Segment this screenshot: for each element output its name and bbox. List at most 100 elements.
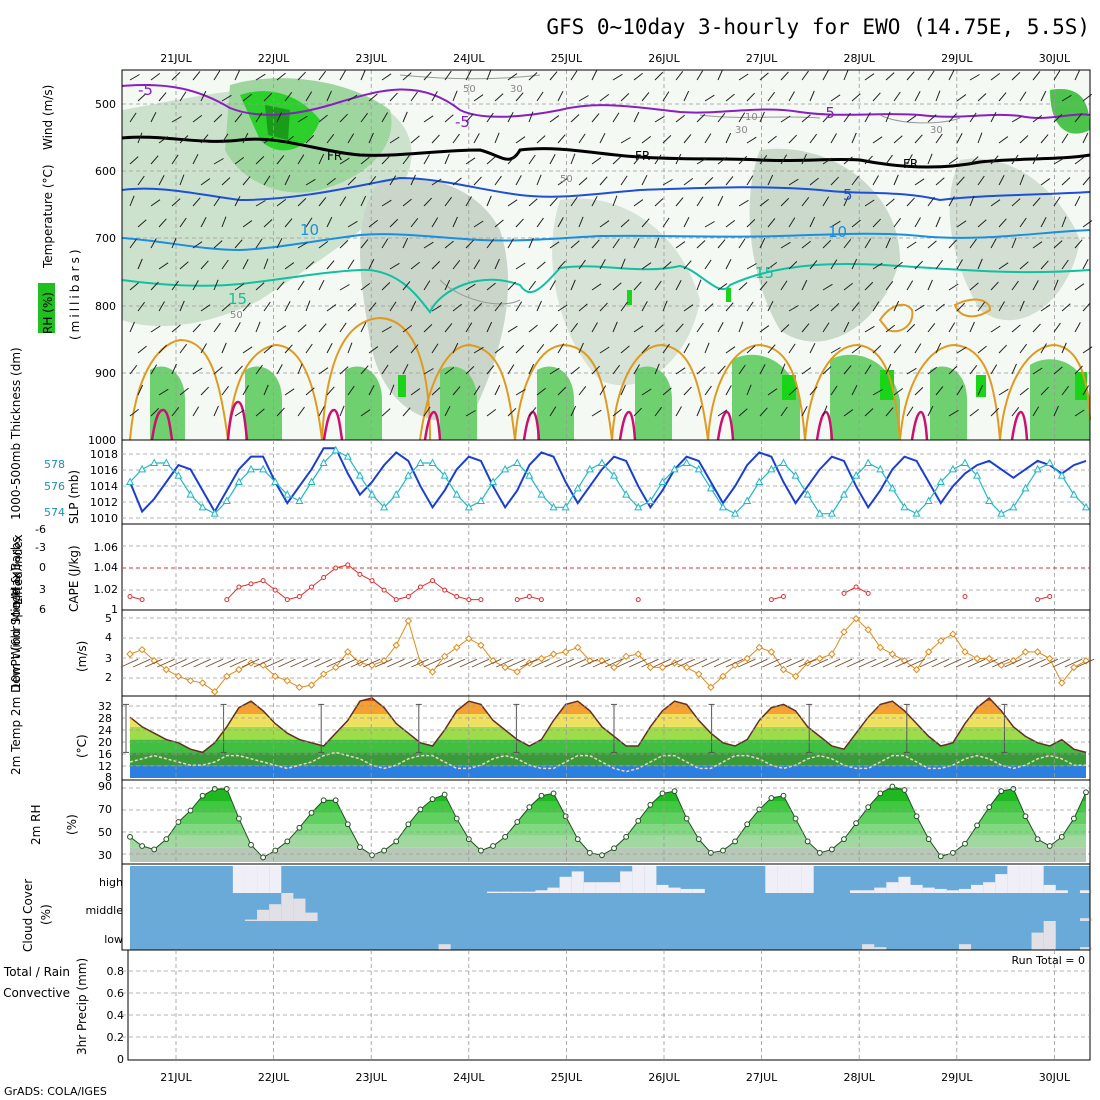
wind-barb xyxy=(759,407,768,417)
wind-barb xyxy=(591,409,602,417)
wind-barb xyxy=(486,195,492,207)
wind-barb xyxy=(788,178,799,186)
wind-barb xyxy=(494,175,502,186)
wind-barb xyxy=(641,135,652,144)
wind-speed-point xyxy=(283,676,292,685)
wind-barb xyxy=(255,155,265,165)
wind-barb xyxy=(444,323,453,333)
wind-barb xyxy=(150,325,161,333)
wind-barb xyxy=(129,74,140,81)
wind-barb xyxy=(977,175,985,186)
wind-barb xyxy=(1053,322,1061,333)
wind-barb xyxy=(767,91,776,102)
wind-barb xyxy=(381,112,388,123)
wind-barb xyxy=(746,384,752,396)
wind-barb xyxy=(948,409,959,417)
wind-barb xyxy=(339,366,349,375)
thickness-point xyxy=(307,477,316,485)
wind-speed-point xyxy=(344,648,352,656)
thickness-label: 1000-500mb Thickness (dm) xyxy=(9,347,23,520)
y-tick-label: 1000 xyxy=(88,434,116,447)
wind-barb xyxy=(704,259,712,270)
wind-barb xyxy=(570,366,580,375)
wind-barb xyxy=(654,154,662,165)
wind-barb xyxy=(570,196,578,207)
wind-barb xyxy=(339,157,350,165)
cloud-bar xyxy=(1031,932,1044,950)
rh-point xyxy=(913,813,920,820)
rh-point xyxy=(841,836,847,843)
rh-point xyxy=(550,790,557,797)
wind-barb xyxy=(266,658,284,668)
cloud-bar xyxy=(1043,921,1056,950)
wind-barb xyxy=(1032,406,1040,417)
temp2m-units: (°C) xyxy=(75,734,89,758)
date-label: 27JUL xyxy=(746,52,778,65)
wind-barb xyxy=(242,302,251,312)
wind-barb xyxy=(318,367,329,375)
cloud-bar xyxy=(608,882,621,893)
li-tick: -3 xyxy=(35,541,46,554)
li-point xyxy=(430,578,436,584)
upper-yaxis-ticks: 500 600 700 800 900 1000 xyxy=(88,98,116,447)
contours xyxy=(121,74,1091,441)
wind-barb xyxy=(1061,177,1071,186)
wind-speed-point xyxy=(549,650,558,658)
wind-barb xyxy=(263,301,271,312)
wind-barb xyxy=(696,240,706,249)
y-tick-label: 600 xyxy=(95,165,116,178)
wind-barb xyxy=(591,283,602,291)
rh-point xyxy=(744,821,751,828)
wind-barb xyxy=(927,70,935,81)
wind-barb xyxy=(423,71,432,81)
wind-barb xyxy=(914,91,921,102)
wind-barb xyxy=(158,92,167,102)
wind-barb xyxy=(1061,216,1067,228)
wind-barb xyxy=(843,409,854,417)
li-tick: 6 xyxy=(39,603,46,616)
wind-barb xyxy=(389,384,395,396)
wind-barb xyxy=(809,90,815,102)
wind-barb xyxy=(1053,113,1063,123)
date-label: 22JUL xyxy=(258,1071,290,1084)
wind10m-series xyxy=(120,614,1095,696)
wind-barb xyxy=(885,281,894,291)
wind-barb xyxy=(221,259,229,270)
wind-barb xyxy=(389,301,397,312)
wind-barb xyxy=(465,196,472,207)
temp-tick: 8 xyxy=(105,771,112,784)
wind-barb xyxy=(843,69,849,81)
wind-barb xyxy=(1019,300,1025,312)
li-point xyxy=(841,590,847,596)
wind-barb xyxy=(822,113,831,123)
wind-barb xyxy=(473,176,482,186)
wind-barb xyxy=(641,301,648,312)
wind-barb xyxy=(495,658,514,668)
wind-barb xyxy=(284,344,293,354)
wind-barb xyxy=(1011,237,1017,249)
thickness-point xyxy=(718,502,727,511)
wind-barb xyxy=(179,135,189,144)
wind-barb xyxy=(906,71,915,81)
wind-barb xyxy=(1032,114,1043,123)
wind-barb xyxy=(599,346,610,354)
wind-barb xyxy=(137,93,147,102)
wind-barb xyxy=(738,282,748,291)
wind-barb xyxy=(591,365,601,375)
wind-speed-point xyxy=(271,672,279,680)
wind-barb xyxy=(822,405,828,417)
wind-barb xyxy=(263,92,273,102)
wind-barb xyxy=(284,218,293,228)
rh-point xyxy=(768,795,775,801)
rh-point xyxy=(478,847,484,854)
thickness-point xyxy=(174,471,183,479)
wind-barb xyxy=(193,658,211,668)
wind-barb xyxy=(788,387,798,396)
cape-label: CAPE (J/kg) xyxy=(67,545,81,612)
wind-barb xyxy=(389,92,398,102)
wind-barb xyxy=(885,363,892,375)
wind-barb xyxy=(725,258,732,270)
wind-barb xyxy=(402,111,408,123)
rh-point xyxy=(599,852,605,859)
rh-point xyxy=(671,788,678,795)
